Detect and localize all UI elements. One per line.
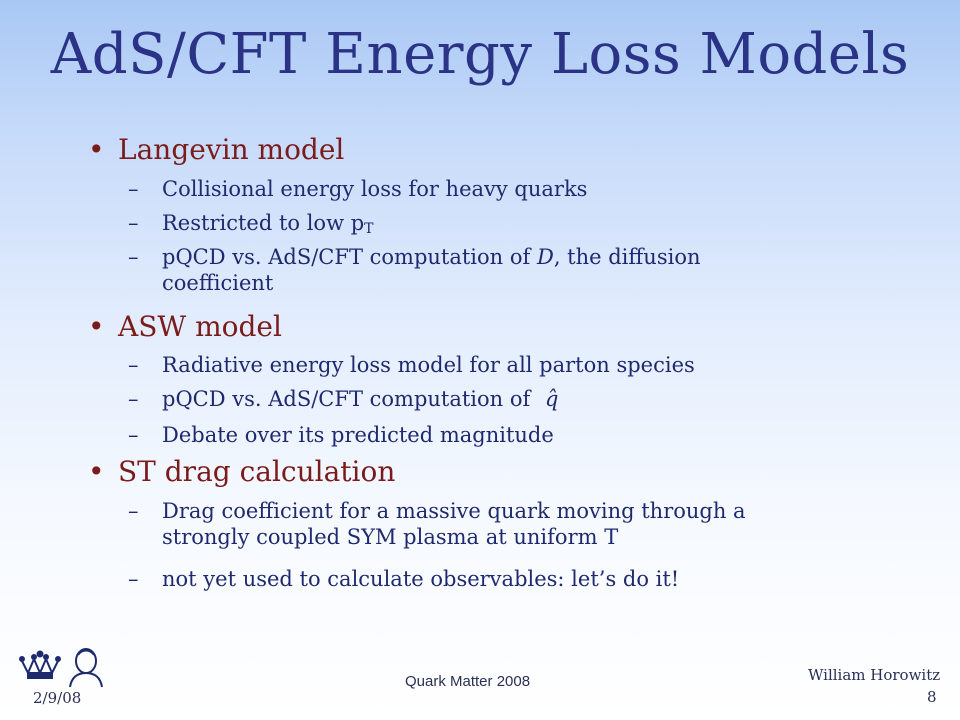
subscript: T — [364, 221, 374, 237]
sub-item-text: Collisional energy loss for heavy quarks — [162, 177, 588, 201]
bullet-dot: • — [88, 133, 105, 166]
slide-title: AdS/CFT Energy Loss Models — [50, 22, 910, 87]
portrait-icon — [69, 648, 103, 688]
bullet-asw: • ASW model — [88, 310, 282, 343]
dash: – — [128, 353, 139, 377]
footer-page-number: 8 — [927, 688, 937, 706]
dash: – — [128, 499, 139, 523]
footer-author: William Horowitz — [808, 666, 941, 684]
sub-item-text: pQCD vs. AdS/CFT computation of — [162, 387, 537, 411]
sub-item-text: Debate over its predicted magnitude — [162, 423, 554, 447]
dash: – — [128, 387, 139, 411]
dash: – — [128, 245, 139, 269]
sub-item-text: Restricted to low p — [162, 211, 365, 235]
sub-item: – pQCD vs. AdS/CFT computation of q̂ — [128, 386, 808, 412]
sub-item: – pQCD vs. AdS/CFT computation of D, the… — [128, 244, 808, 296]
bullet-label: ASW model — [118, 310, 282, 343]
sub-item-text: Radiative energy loss model for all part… — [162, 353, 695, 377]
dash: – — [128, 211, 139, 235]
bullet-dot: • — [88, 455, 105, 488]
bullet-label: Langevin model — [118, 133, 345, 166]
sub-item: – Restricted to low pT — [128, 210, 808, 242]
dash: – — [128, 423, 139, 447]
sub-item: – Debate over its predicted magnitude — [128, 422, 808, 448]
sub-item: – not yet used to calculate observables:… — [128, 566, 808, 592]
sub-item-text: not yet used to calculate observables: l… — [162, 567, 680, 591]
sub-item-text-cont: , the diffusion coefficient — [162, 245, 701, 295]
footer-date: 2/9/08 — [33, 689, 82, 707]
columbia-logo — [19, 648, 103, 688]
dash: – — [128, 177, 139, 201]
dash: – — [128, 567, 139, 591]
crown-icon — [19, 650, 61, 679]
bullet-st-drag: • ST drag calculation — [88, 455, 395, 488]
sub-item: – Radiative energy loss model for all pa… — [128, 352, 808, 378]
bullet-label: ST drag calculation — [118, 455, 396, 488]
italic-symbol: D — [536, 245, 554, 269]
footer-conference: Quark Matter 2008 — [405, 673, 531, 690]
sub-item: – Collisional energy loss for heavy quar… — [128, 176, 808, 202]
q-hat-symbol: q̂ — [544, 387, 559, 411]
sub-item: – Drag coefficient for a massive quark m… — [128, 498, 808, 550]
sub-item-text: Drag coefficient for a massive quark mov… — [162, 499, 746, 549]
bullet-langevin: • Langevin model — [88, 133, 344, 166]
sub-item-text: pQCD vs. AdS/CFT computation of — [162, 245, 537, 269]
bullet-dot: • — [88, 310, 105, 343]
